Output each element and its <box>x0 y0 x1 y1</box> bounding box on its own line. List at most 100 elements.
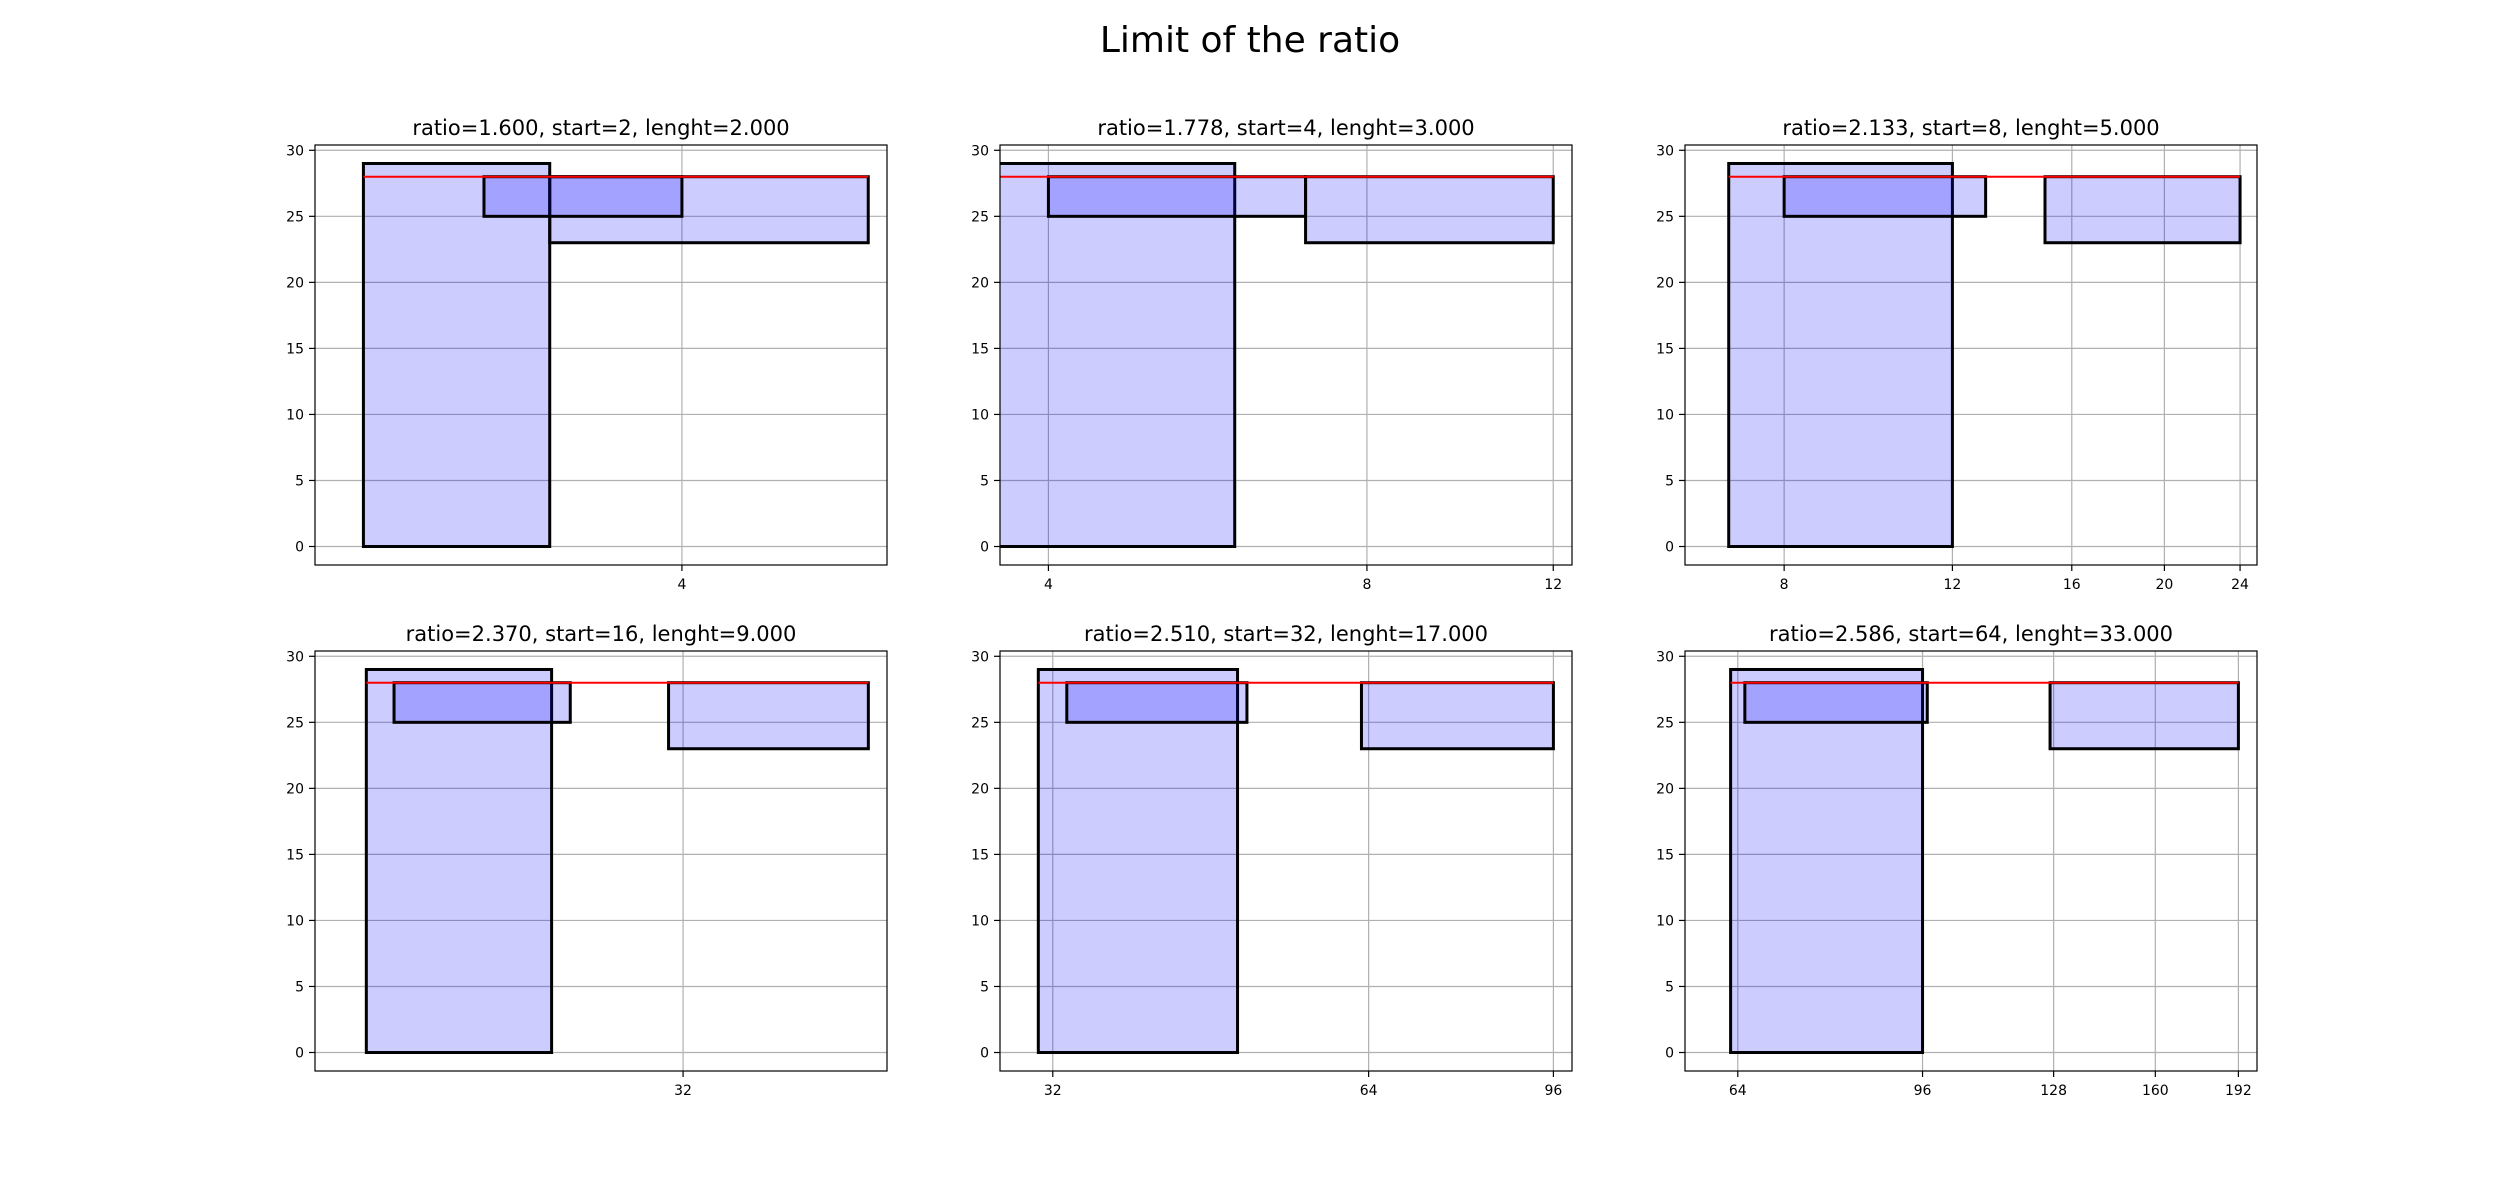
subplot-title: ratio=2.510, start=32, lenght=17.000 <box>1084 622 1488 646</box>
y-tick-label: 0 <box>295 1046 304 1062</box>
x-tick-label: 160 <box>2142 1083 2169 1099</box>
y-tick-label: 20 <box>286 275 304 291</box>
bar-3 <box>1065 681 1249 724</box>
bar-3 <box>482 175 684 218</box>
x-tick-label: 64 <box>1360 1083 1378 1099</box>
y-tick-label: 15 <box>1656 341 1674 357</box>
bar-3 <box>392 681 572 724</box>
bar-2 <box>2048 681 2240 751</box>
bar-2 <box>1304 175 1555 245</box>
bar-1 <box>1036 667 1240 1055</box>
bars <box>1000 161 1555 549</box>
x-tick-label: 32 <box>1044 1083 1062 1099</box>
subplot-title: ratio=2.133, start=8, lenght=5.000 <box>1782 116 2159 140</box>
y-tick-label: 30 <box>971 649 989 665</box>
bars <box>1727 161 2242 549</box>
y-tick-label: 10 <box>286 407 304 423</box>
x-tick-label: 12 <box>1544 577 1562 593</box>
x-tick-label: 24 <box>2231 577 2249 593</box>
x-tick-label: 128 <box>2040 1083 2067 1099</box>
bar-3 <box>1046 175 1308 218</box>
y-tick-label: 25 <box>1656 209 1674 225</box>
y-tick-label: 30 <box>1656 143 1674 159</box>
subplot-5: 32 64 96 0 5 10 15 20 25 30 ratio=2.510, start=32,… <box>971 622 1573 1099</box>
axes-frame <box>1684 650 2258 1072</box>
y-tick-label: 5 <box>1665 473 1674 489</box>
y-tick-label: 10 <box>971 913 989 929</box>
y-tick-label: 20 <box>286 781 304 797</box>
x-tick-label: 96 <box>1544 1083 1562 1099</box>
x-tick-label: 96 <box>1914 1083 1932 1099</box>
subplot-1: 4 0 5 10 15 20 25 30 ratio=1.600, start=2, lengh… <box>286 116 888 593</box>
bar-2 <box>1359 681 1555 751</box>
subplot-title: ratio=2.370, start=16, lenght=9.000 <box>406 622 797 646</box>
bars <box>1729 667 2240 1055</box>
x-tick-label: 20 <box>2155 577 2173 593</box>
y-tick-label: 5 <box>1665 979 1674 995</box>
bar-2 <box>548 175 870 245</box>
y-tick-label: 15 <box>286 847 304 863</box>
bar-1 <box>1727 161 1954 549</box>
subplot-6: 64 96 128 160 192 0 5 10 15 20 25 30 ratio=2.586, st… <box>1656 622 2258 1099</box>
subplot-title: ratio=1.600, start=2, lenght=2.000 <box>412 116 789 140</box>
subplot-grid: 4 0 5 10 15 20 25 30 ratio=1.600, start=2, lengh… <box>286 116 2258 1099</box>
axes-frame <box>314 650 888 1072</box>
bar-3 <box>1743 681 1929 724</box>
bars <box>361 161 870 549</box>
y-tick-label: 25 <box>1656 715 1674 731</box>
subplot-title: ratio=2.586, start=64, lenght=33.000 <box>1769 622 2173 646</box>
y-tick-label: 5 <box>980 473 989 489</box>
y-tick-label: 10 <box>971 407 989 423</box>
bar-1 <box>364 667 554 1055</box>
bar-1 <box>361 161 552 549</box>
y-tick-label: 15 <box>1656 847 1674 863</box>
y-tick-label: 15 <box>971 847 989 863</box>
axes-frame <box>999 650 1573 1072</box>
y-tick-label: 25 <box>286 209 304 225</box>
y-tick-label: 20 <box>971 275 989 291</box>
subplot-3: 8 12 16 20 24 0 5 10 15 20 25 30 ratio=2.133, start=… <box>1656 116 2258 593</box>
bar-2 <box>667 681 870 751</box>
axes-frame <box>1684 144 2258 566</box>
bar-2 <box>2043 175 2242 245</box>
y-tick-label: 10 <box>286 913 304 929</box>
x-tick-label: 8 <box>1362 577 1371 593</box>
y-tick-label: 20 <box>1656 275 1674 291</box>
x-tick-label: 64 <box>1729 1083 1747 1099</box>
y-tick-label: 25 <box>286 715 304 731</box>
x-tick-label: 8 <box>1780 577 1789 593</box>
axes-frame <box>999 144 1573 566</box>
y-tick-label: 30 <box>286 143 304 159</box>
y-tick-label: 30 <box>286 649 304 665</box>
y-tick-label: 5 <box>295 979 304 995</box>
y-tick-label: 15 <box>971 341 989 357</box>
y-tick-label: 5 <box>295 473 304 489</box>
subplot-2: 4 8 12 0 5 10 15 20 25 30 ratio=1.778, start=4, le… <box>971 116 1573 593</box>
x-tick-label: 12 <box>1943 577 1961 593</box>
x-tick-label: 16 <box>2063 577 2081 593</box>
y-tick-label: 30 <box>971 143 989 159</box>
bar-1 <box>1000 161 1237 549</box>
figure-suptitle: Limit of the ratio <box>1100 20 1400 61</box>
y-tick-label: 20 <box>971 781 989 797</box>
y-tick-label: 25 <box>971 715 989 731</box>
bar-1 <box>1729 667 1925 1055</box>
y-tick-label: 30 <box>1656 649 1674 665</box>
bars <box>1036 667 1555 1055</box>
y-tick-label: 15 <box>286 341 304 357</box>
subplot-4: 32 0 5 10 15 20 25 30 ratio=2.370, start=16, len… <box>286 622 888 1099</box>
y-tick-label: 10 <box>1656 407 1674 423</box>
subplot-title: ratio=1.778, start=4, lenght=3.000 <box>1097 116 1474 140</box>
y-tick-label: 5 <box>980 979 989 995</box>
y-tick-label: 0 <box>980 1046 989 1062</box>
y-tick-label: 0 <box>980 540 989 556</box>
x-tick-label: 4 <box>677 577 686 593</box>
y-tick-label: 0 <box>1665 540 1674 556</box>
grid <box>1685 651 2257 1071</box>
x-tick-label: 32 <box>674 1083 692 1099</box>
axes-frame <box>314 144 888 566</box>
y-tick-label: 0 <box>1665 1046 1674 1062</box>
y-tick-label: 0 <box>295 540 304 556</box>
x-tick-label: 4 <box>1044 577 1053 593</box>
